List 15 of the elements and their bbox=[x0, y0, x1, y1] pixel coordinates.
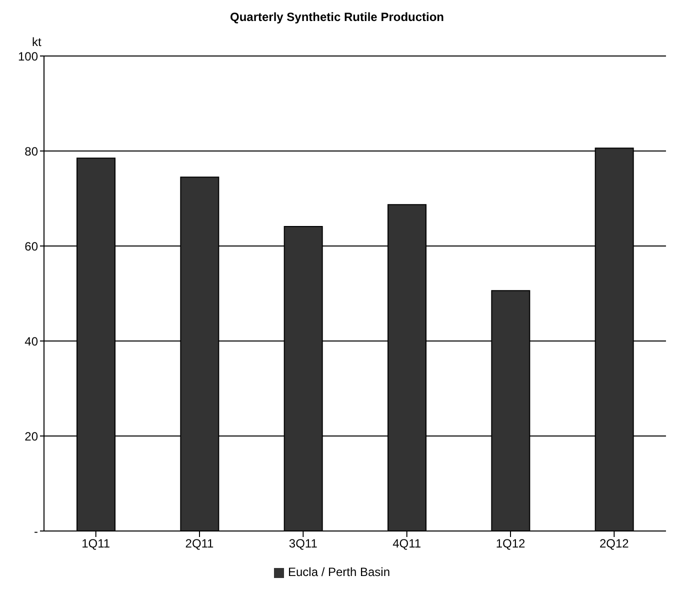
y-tick-label: 40 bbox=[24, 334, 38, 348]
x-tick-label: 4Q11 bbox=[392, 536, 422, 551]
x-tick-label: 3Q11 bbox=[288, 536, 318, 551]
y-tick-label: 80 bbox=[24, 144, 38, 158]
y-tick-label: 60 bbox=[24, 239, 38, 254]
legend-label: Eucla / Perth Basin bbox=[288, 565, 390, 579]
x-tick-label: 1Q11 bbox=[82, 536, 110, 551]
y-tick-label: 100 bbox=[18, 49, 38, 64]
x-tick-label: 1Q12 bbox=[496, 536, 526, 551]
x-tick-label: 2Q12 bbox=[599, 536, 630, 551]
y-axis-title: kt bbox=[32, 35, 42, 49]
y-tick-label: - bbox=[34, 524, 38, 538]
chart-title: Quarterly Synthetic Rutile Production bbox=[228, 10, 446, 24]
x-tick-label: 2Q11 bbox=[185, 536, 214, 551]
y-tick-label: 20 bbox=[24, 429, 38, 444]
